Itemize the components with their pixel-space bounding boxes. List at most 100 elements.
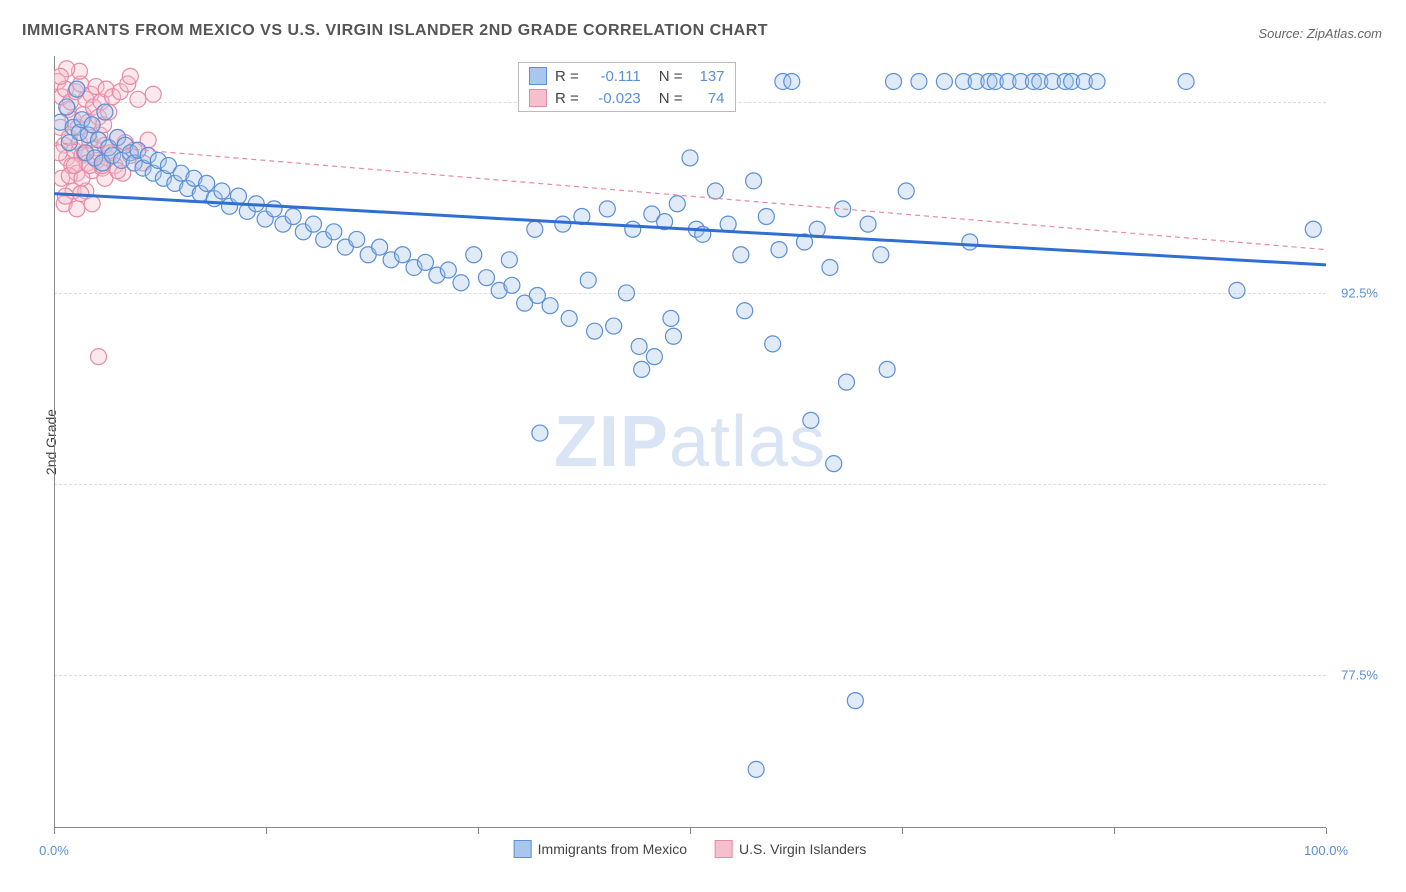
data-point: [527, 221, 543, 237]
legend-item: Immigrants from Mexico: [514, 840, 687, 858]
data-point: [417, 254, 433, 270]
data-point: [879, 361, 895, 377]
series-legend: Immigrants from Mexico U.S. Virgin Island…: [514, 840, 867, 858]
data-point: [737, 303, 753, 319]
data-point: [57, 188, 73, 204]
legend-label: U.S. Virgin Islanders: [739, 841, 866, 857]
data-point: [97, 104, 113, 120]
legend-swatch: [715, 840, 733, 858]
data-point: [765, 336, 781, 352]
data-point: [618, 285, 634, 301]
data-point: [453, 275, 469, 291]
data-point: [771, 242, 787, 258]
stats-legend-row: R =-0.111N =137: [519, 65, 735, 87]
data-point: [555, 216, 571, 232]
data-point: [91, 349, 107, 365]
x-tick: [266, 828, 267, 834]
data-point: [936, 73, 952, 89]
stats-legend: R =-0.111N =137R =-0.023N =74: [518, 62, 736, 112]
data-point: [733, 247, 749, 263]
x-tick: [690, 828, 691, 834]
data-point: [54, 68, 68, 84]
data-point: [542, 298, 558, 314]
data-point: [69, 81, 85, 97]
data-point: [466, 247, 482, 263]
data-point: [873, 247, 889, 263]
data-point: [145, 86, 161, 102]
data-point: [886, 73, 902, 89]
legend-label: Immigrants from Mexico: [538, 841, 687, 857]
data-point: [665, 328, 681, 344]
data-point: [587, 323, 603, 339]
scatter-svg: [54, 56, 1326, 828]
data-point: [395, 247, 411, 263]
stats-legend-row: R =-0.023N =74: [519, 87, 735, 109]
data-point: [214, 183, 230, 199]
data-point: [707, 183, 723, 199]
y-tick-label: 92.5%: [1341, 285, 1378, 300]
data-point: [84, 117, 100, 133]
data-point: [646, 349, 662, 365]
data-point: [625, 221, 641, 237]
data-point: [758, 209, 774, 225]
data-point: [826, 456, 842, 472]
data-point: [266, 201, 282, 217]
data-point: [501, 252, 517, 268]
data-point: [66, 158, 82, 174]
x-tick-label: 100.0%: [1304, 843, 1348, 858]
source-attribution: Source: ZipAtlas.com: [1258, 26, 1382, 41]
y-tick-label: 77.5%: [1341, 668, 1378, 683]
data-point: [748, 761, 764, 777]
x-tick: [1114, 828, 1115, 834]
data-point: [847, 693, 863, 709]
data-point: [860, 216, 876, 232]
data-point: [580, 272, 596, 288]
data-point: [1178, 73, 1194, 89]
data-point: [230, 188, 246, 204]
data-point: [822, 259, 838, 275]
data-point: [962, 234, 978, 250]
data-point: [122, 68, 138, 84]
data-point: [326, 224, 342, 240]
legend-swatch: [529, 89, 547, 107]
correlation-chart: 2nd Grade ZIPatlas 77.5%92.5%0.0%100.0%R…: [54, 56, 1382, 828]
data-point: [606, 318, 622, 334]
data-point: [663, 310, 679, 326]
x-tick: [478, 828, 479, 834]
plot-area: ZIPatlas 77.5%92.5%0.0%100.0%R =-0.111N …: [54, 56, 1326, 828]
chart-title: IMMIGRANTS FROM MEXICO VS U.S. VIRGIN IS…: [22, 22, 768, 40]
data-point: [504, 277, 520, 293]
data-point: [561, 310, 577, 326]
trend-line: [54, 194, 1326, 265]
data-point: [911, 73, 927, 89]
legend-swatch: [529, 67, 547, 85]
legend-swatch: [514, 840, 532, 858]
x-tick: [54, 828, 55, 834]
data-point: [599, 201, 615, 217]
data-point: [285, 209, 301, 225]
data-point: [532, 425, 548, 441]
data-point: [305, 216, 321, 232]
data-point: [898, 183, 914, 199]
data-point: [803, 412, 819, 428]
data-point: [69, 201, 85, 217]
data-point: [440, 262, 456, 278]
data-point: [349, 231, 365, 247]
data-point: [130, 91, 146, 107]
data-point: [478, 270, 494, 286]
data-point: [1229, 282, 1245, 298]
data-point: [784, 73, 800, 89]
x-tick: [902, 828, 903, 834]
data-point: [372, 239, 388, 255]
data-point: [1089, 73, 1105, 89]
data-point: [838, 374, 854, 390]
legend-item: U.S. Virgin Islanders: [715, 840, 866, 858]
data-point: [746, 173, 762, 189]
data-point: [634, 361, 650, 377]
data-point: [199, 175, 215, 191]
x-tick-label: 0.0%: [39, 843, 69, 858]
data-point: [682, 150, 698, 166]
data-point: [669, 196, 685, 212]
data-point: [631, 338, 647, 354]
data-point: [1305, 221, 1321, 237]
